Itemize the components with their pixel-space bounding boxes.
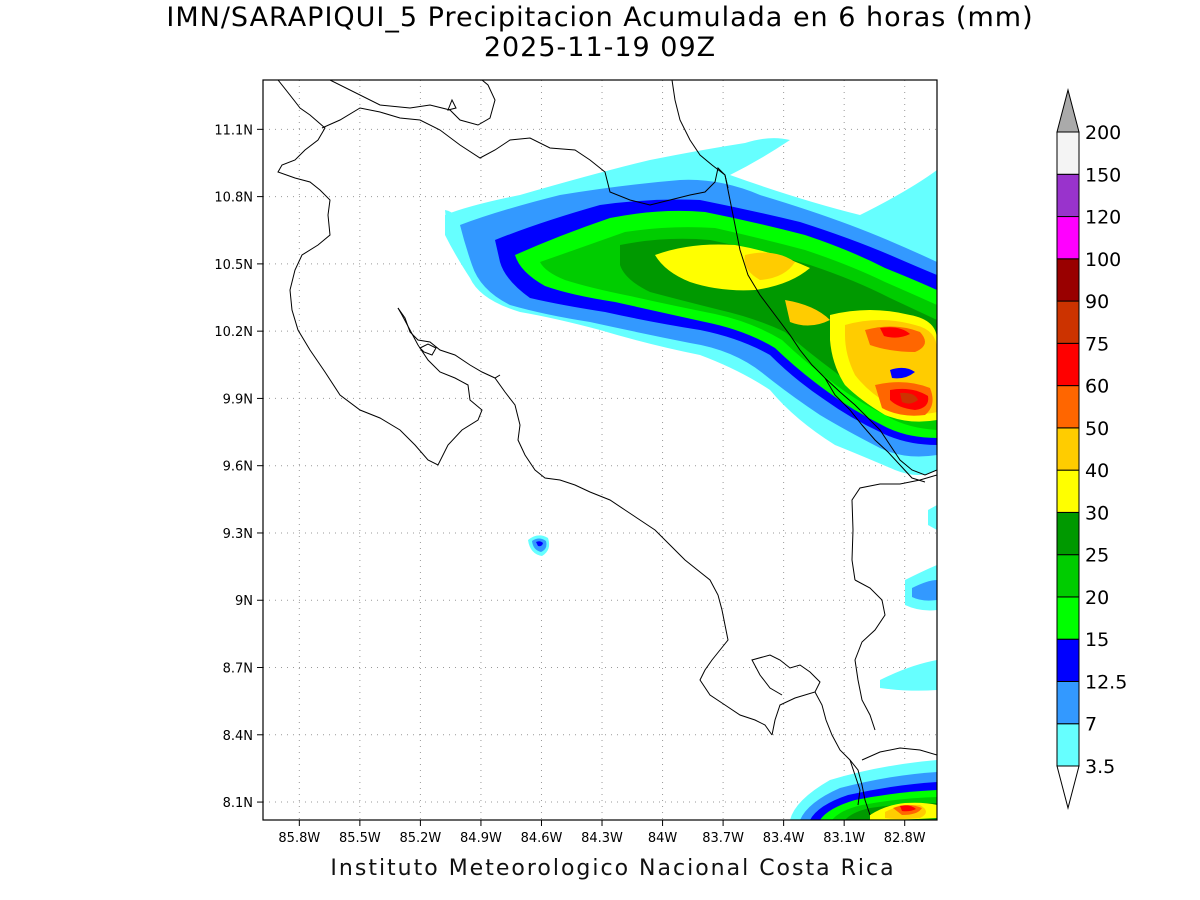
- colorbar-label: 15: [1085, 629, 1109, 651]
- lat-tick-label: 10.8N: [214, 191, 253, 206]
- colorbar-label: 120: [1085, 207, 1121, 229]
- colorbar-swatch: [1056, 173, 1080, 218]
- colorbar-arrow-low: [1056, 765, 1080, 810]
- colorbar-swatch: [1056, 511, 1080, 556]
- precip-area: [445, 210, 460, 224]
- colorbar-swatch: [1056, 680, 1080, 725]
- nicaragua-pacific-coast: [277, 80, 483, 466]
- colorbar-swatch: [1056, 554, 1080, 598]
- lon-tick-label: 83.1W: [823, 831, 865, 846]
- precip-area: [865, 326, 925, 352]
- colorbar-label: 75: [1085, 333, 1109, 355]
- colorbar-label: 50: [1085, 418, 1109, 440]
- precip-area: [536, 541, 543, 547]
- lat-tick-label: 9.6N: [223, 460, 253, 475]
- colorbar-label: 12.5: [1085, 671, 1127, 693]
- colorbar-swatch: [1056, 638, 1080, 682]
- colorbar-swatch: [1056, 596, 1080, 640]
- lat-tick-label: 9N: [235, 594, 253, 609]
- border-cr-panama: [824, 377, 926, 483]
- pacific-coast-central: [494, 377, 773, 736]
- lon-tick-label: 84.3W: [581, 831, 623, 846]
- precip-area: [912, 580, 937, 601]
- caribbean-coast: [671, 80, 937, 476]
- lon-tick-label: 83.7W: [702, 831, 744, 846]
- lon-tick-label: 83.4W: [763, 831, 805, 846]
- precip-area: [880, 327, 910, 338]
- osa-peninsula: [751, 654, 821, 736]
- axis-ticks: 11.1N 10.8N 10.5N 10.2N 9.9N 9.6N 9.3N 9N 8.7N 8.…: [214, 123, 925, 846]
- nicoya-peninsula: [397, 307, 501, 379]
- lon-tick-label: 84.6W: [521, 831, 563, 846]
- colorbar-swatch: [1056, 385, 1080, 429]
- lon-tick-label: 85.5W: [339, 831, 381, 846]
- colorbar-label: 200: [1085, 122, 1121, 144]
- precip-area: [890, 367, 915, 379]
- precip-area: [928, 505, 937, 530]
- panama-caribbean-inner: [854, 579, 886, 731]
- colorbar-label: 150: [1085, 164, 1121, 186]
- coastlines: [277, 80, 937, 816]
- colorbar-swatch: [1056, 723, 1080, 767]
- lon-tick-label: 85.2W: [399, 831, 441, 846]
- precip-area: [744, 252, 795, 280]
- caribbean-coast-panama: [851, 474, 937, 581]
- panama-border-south: [849, 759, 861, 806]
- lat-tick-label: 8.4N: [223, 729, 253, 744]
- precip-area: [900, 805, 916, 812]
- lat-tick-label: 9.9N: [223, 392, 253, 407]
- map-subtitle-date: 2025-11-19 09Z: [483, 32, 717, 63]
- colorbar-swatch: [1056, 300, 1080, 344]
- colorbar-legend: 3.5 7 12.5 15 20 25 30 40 50 60 75 90 100 120 150 200: [1056, 88, 1127, 810]
- colorbar-label: 40: [1085, 460, 1109, 482]
- colorbar-label: 60: [1085, 376, 1109, 398]
- footer-credit: Instituto Meteorologico Nacional Costa R…: [330, 856, 896, 881]
- colorbar-label: 90: [1085, 291, 1109, 313]
- colorbar-label: 3.5: [1085, 756, 1115, 778]
- colorbar-label: 20: [1085, 587, 1109, 609]
- precipitation-field: [445, 138, 937, 820]
- lon-tick-label: 82.8W: [884, 831, 926, 846]
- panama-pacific-coast: [861, 747, 937, 761]
- colorbar-label: 30: [1085, 502, 1109, 524]
- colorbar-swatch: [1056, 427, 1080, 471]
- lake-island: [447, 98, 457, 111]
- colorbar-swatch: [1056, 342, 1080, 387]
- lake-nicaragua-shore: [329, 80, 496, 126]
- colorbar-swatch: [1056, 131, 1080, 175]
- map-title: IMN/SARAPIQUI_5 Precipitacion Acumulada …: [166, 2, 1034, 33]
- lat-tick-label: 10.2N: [214, 325, 253, 340]
- colorbar-label: 100: [1085, 249, 1121, 271]
- lon-tick-label: 84.9W: [460, 831, 502, 846]
- colorbar-label: 25: [1085, 545, 1109, 567]
- precip-band-caribbean-north: [445, 138, 937, 476]
- nicaragua-costa-rica-border: [321, 107, 729, 206]
- lat-tick-label: 9.3N: [223, 527, 253, 542]
- lat-tick-label: 10.5N: [214, 258, 253, 273]
- colorbar-swatch: [1056, 258, 1080, 302]
- golfo-dulce: [814, 691, 871, 816]
- precip-area: [785, 300, 830, 326]
- lat-tick-label: 8.1N: [223, 796, 253, 811]
- map-frame: [262, 79, 938, 821]
- colorbar-swatch: [1056, 469, 1080, 513]
- lon-tick-label: 84W: [648, 831, 678, 846]
- precip-area: [880, 660, 937, 691]
- lat-tick-label: 8.7N: [223, 662, 253, 677]
- colorbar-swatch: [1056, 216, 1080, 260]
- colorbar-arrow-high: [1056, 88, 1080, 133]
- colorbar-label: 7: [1085, 714, 1097, 736]
- gulf-nicoya-island: [419, 343, 437, 356]
- lat-tick-label: 11.1N: [214, 123, 253, 138]
- lon-tick-label: 85.8W: [278, 831, 320, 846]
- precip-area: [900, 392, 918, 404]
